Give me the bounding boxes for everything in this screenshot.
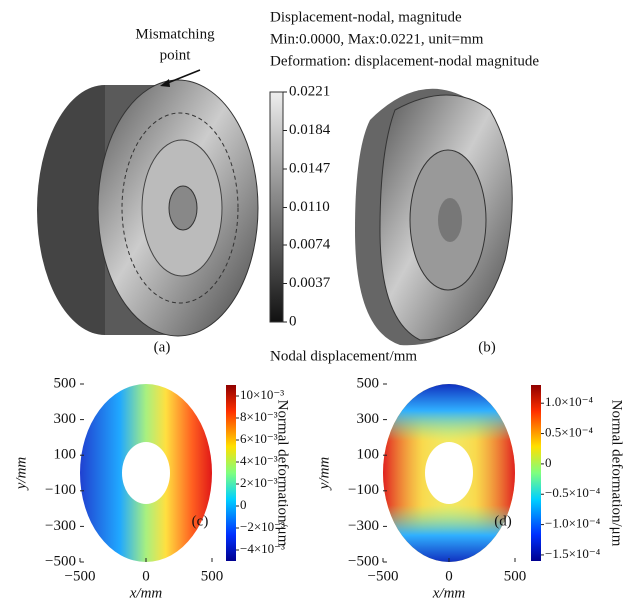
hole bbox=[425, 442, 473, 504]
disk-render-b bbox=[355, 89, 512, 346]
colorbar-title: Nodal displacement/mm bbox=[270, 348, 417, 364]
page: Mismatching point (a) Displacement-nodal… bbox=[0, 0, 631, 603]
y-axis-label: y/mm bbox=[316, 457, 332, 492]
colorbar-label: Normal deformation/μm bbox=[609, 400, 625, 547]
x-tick-label: −500 bbox=[65, 568, 96, 584]
colorbar-tick-label: 0.0037 bbox=[289, 275, 331, 291]
colorbar bbox=[226, 385, 236, 561]
colorbar-tick-label: 2×10⁻³ bbox=[240, 475, 278, 490]
x-tick-label: 0 bbox=[142, 568, 150, 584]
y-tick-label: −100 bbox=[348, 482, 379, 498]
colorbar-tick-label: 8×10⁻³ bbox=[240, 409, 278, 424]
y-tick-label: 500 bbox=[357, 375, 380, 391]
annotation: Mismatching bbox=[135, 26, 215, 42]
y-tick-label: −500 bbox=[45, 553, 76, 569]
colorbar-tick-label: 0.0221 bbox=[289, 83, 330, 99]
colorbar-tick-label: −1.0×10⁻⁴ bbox=[545, 516, 601, 531]
y-tick-label: −100 bbox=[45, 482, 76, 498]
panel-label: (b) bbox=[478, 339, 496, 355]
colorbar-tick-label: −0.5×10⁻⁴ bbox=[545, 485, 601, 500]
x-tick-label: −500 bbox=[368, 568, 399, 584]
annotation: point bbox=[160, 47, 192, 63]
colorbar-tick-label: 0 bbox=[545, 455, 552, 470]
y-tick-label: −300 bbox=[348, 518, 379, 534]
y-tick-label: −500 bbox=[348, 553, 379, 569]
panel-label: (c) bbox=[192, 513, 209, 529]
y-tick-label: 100 bbox=[54, 447, 77, 463]
header-line: Displacement-nodal, magnitude bbox=[270, 9, 462, 25]
colorbar-label: Normal deformation/μm bbox=[275, 400, 291, 547]
colorbar-tick-label: 1.0×10⁻⁴ bbox=[545, 394, 593, 409]
colorbar bbox=[531, 385, 541, 561]
colorbar-tick-label: 0.0184 bbox=[289, 122, 331, 138]
panel-label: (a) bbox=[154, 339, 171, 355]
header-line: Min:0.0000, Max:0.0221, unit=mm bbox=[270, 31, 484, 47]
y-tick-label: −300 bbox=[45, 518, 76, 534]
figure: Mismatching point (a) Displacement-nodal… bbox=[0, 0, 631, 603]
header-line: Deformation: displacement-nodal magnitud… bbox=[270, 53, 539, 69]
x-tick-label: 0 bbox=[445, 568, 453, 584]
y-tick-label: 500 bbox=[54, 375, 77, 391]
panel-label: (d) bbox=[494, 513, 512, 529]
disk-render-a bbox=[37, 80, 258, 336]
y-axis-label: y/mm bbox=[13, 457, 29, 492]
colorbar-tick-label: 6×10⁻³ bbox=[240, 431, 278, 446]
colorbar-tick-label: 0 bbox=[240, 497, 247, 512]
colorbar-tick-label: 0.0147 bbox=[289, 160, 331, 176]
colorbar-tick-label: 0.0110 bbox=[289, 199, 330, 215]
x-tick-label: 500 bbox=[504, 568, 527, 584]
colorbar-tick-label: 0.5×10⁻⁴ bbox=[545, 425, 593, 440]
hole bbox=[122, 442, 170, 504]
y-tick-label: 300 bbox=[357, 411, 380, 427]
colorbar-tick-label: −1.5×10⁻⁴ bbox=[545, 546, 601, 561]
y-tick-label: 100 bbox=[357, 447, 380, 463]
y-tick-label: 300 bbox=[54, 411, 77, 427]
x-axis-label: x/mm bbox=[129, 585, 163, 601]
colorbar bbox=[270, 92, 283, 322]
colorbar-tick-label: 0.0074 bbox=[289, 236, 331, 252]
colorbar-tick-label: 0 bbox=[289, 313, 297, 329]
x-tick-label: 500 bbox=[201, 568, 224, 584]
x-axis-label: x/mm bbox=[432, 585, 466, 601]
colorbar-tick-label: 4×10⁻³ bbox=[240, 453, 278, 468]
